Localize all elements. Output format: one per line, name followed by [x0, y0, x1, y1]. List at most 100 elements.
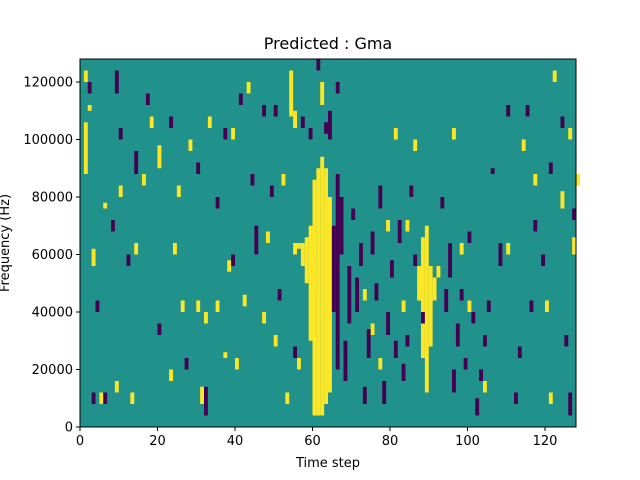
heatmap-cell-low: [335, 174, 340, 370]
heatmap-cell-high: [545, 300, 549, 312]
heatmap-cell-low: [238, 93, 243, 105]
y-tick-label: 20000: [32, 363, 73, 378]
heatmap-cell-low: [401, 363, 406, 381]
heatmap-cell-low: [541, 254, 546, 266]
heatmap-cell-low: [351, 208, 356, 220]
heatmap-cell-high: [521, 139, 526, 151]
heatmap-cell-low: [514, 392, 518, 404]
heatmap-cell-low: [335, 82, 340, 94]
heatmap-cell-low: [293, 346, 298, 358]
y-axis-label: Frequency (Hz): [0, 194, 13, 292]
y-tick-label: 0: [65, 421, 73, 436]
heatmap-cell-high: [246, 82, 251, 94]
heatmap-cell-low: [111, 220, 115, 232]
heatmap-cell-high: [176, 185, 181, 197]
heatmap-cell-high: [316, 168, 321, 416]
heatmap-cell-low: [324, 122, 329, 134]
heatmap-cell-low: [331, 225, 336, 312]
heatmap-cell-low: [560, 116, 565, 128]
heatmap-cell-low: [506, 105, 511, 117]
heatmap-cell-high: [262, 312, 267, 324]
heatmap-cell-high: [428, 266, 433, 347]
heatmap-cell-high: [242, 294, 247, 307]
chart-title: Predicted : Gma: [264, 34, 392, 53]
heatmap-cell-high: [285, 392, 290, 404]
heatmap-cell-low: [366, 329, 371, 358]
heatmap-cell-low: [126, 254, 131, 266]
heatmap-cell-low: [479, 369, 484, 381]
heatmap-cell-high: [572, 237, 577, 255]
heatmap-cell-low: [548, 162, 553, 174]
heatmap-cell-low: [490, 168, 495, 174]
heatmap-cell-high: [99, 392, 104, 404]
x-tick-label: 40: [227, 434, 244, 449]
heatmap-cell-high: [312, 179, 317, 416]
y-tick-label: 60000: [32, 248, 73, 263]
heatmap-cell-low: [378, 185, 383, 209]
heatmap-cell-low: [517, 346, 522, 358]
heatmap-cell-high: [118, 185, 123, 197]
heatmap-cell-low: [215, 197, 220, 209]
heatmap-cell-low: [452, 369, 456, 393]
x-tick-label: 20: [149, 434, 166, 449]
heatmap-cell-high: [169, 369, 174, 381]
heatmap-cell-high: [576, 174, 580, 186]
x-axis: 0 20 40 60 80 100 120: [76, 427, 558, 449]
heatmap-cell-high: [324, 168, 329, 404]
heatmap-cell-high: [188, 139, 193, 151]
heatmap-cell-low: [533, 220, 538, 232]
heatmap-cell-high: [533, 174, 538, 186]
heatmap-cell-low: [145, 93, 150, 105]
x-axis-label: Time step: [295, 456, 360, 471]
heatmap-cell-high: [328, 197, 332, 393]
heatmap-cell-high: [157, 145, 162, 169]
heatmap-cell-high: [424, 225, 429, 393]
heatmap-cell-low: [114, 70, 119, 94]
heatmap-cell-low: [91, 392, 96, 404]
heatmap-cell-high: [548, 392, 553, 404]
heatmap-cell-high: [393, 128, 398, 140]
heatmap-cell-low: [370, 231, 375, 255]
heatmap-cell-high: [421, 237, 425, 358]
x-tick-label: 80: [382, 434, 399, 449]
x-tick-label: 0: [76, 434, 84, 449]
x-tick-label: 120: [533, 434, 558, 449]
heatmap-cell-low: [467, 231, 472, 243]
heatmap-cell-low: [421, 312, 425, 324]
heatmap-cell-low: [95, 300, 100, 312]
heatmap-cell-high: [235, 358, 239, 370]
heatmap-cell-high: [436, 266, 441, 278]
heatmap-cell-low: [118, 128, 123, 140]
heatmap-cell-low: [339, 197, 344, 255]
heatmap-cell-high: [87, 105, 92, 111]
heatmap-cell-high: [432, 277, 437, 301]
heatmap-cell-high: [273, 335, 278, 347]
heatmap-cell-high: [320, 156, 325, 416]
heatmap-cell-high: [207, 116, 212, 128]
heatmap-cell-low: [444, 289, 449, 312]
y-tick-label: 80000: [32, 191, 73, 206]
heatmap-cell-low: [308, 128, 313, 140]
heatmap-cell-high: [223, 352, 228, 358]
y-tick-label: 120000: [23, 76, 73, 91]
heatmap-cell-high: [378, 358, 383, 370]
heatmap-cell-low: [273, 105, 278, 117]
heatmap-cell-low: [564, 335, 569, 347]
heatmap-cell-high: [467, 300, 472, 312]
heatmap-cell-low: [374, 283, 379, 301]
heatmap-cell-high: [103, 202, 108, 209]
heatmap-cell-high: [227, 260, 232, 272]
heatmap-cell-low: [134, 151, 139, 174]
heatmap-cell-high: [560, 191, 565, 209]
heatmap-cell-low: [316, 59, 321, 71]
heatmap-cell-low: [328, 110, 332, 140]
heatmap-cell-low: [300, 116, 305, 128]
heatmap-cell-high: [297, 358, 301, 370]
heatmap-cell-high: [293, 243, 298, 255]
heatmap-cell-low: [475, 398, 480, 416]
heatmap-cell-high: [297, 243, 301, 249]
heatmap-cell-low: [250, 174, 255, 186]
heatmap-cell-high: [134, 243, 139, 255]
heatmap-low-cells: [87, 59, 577, 416]
